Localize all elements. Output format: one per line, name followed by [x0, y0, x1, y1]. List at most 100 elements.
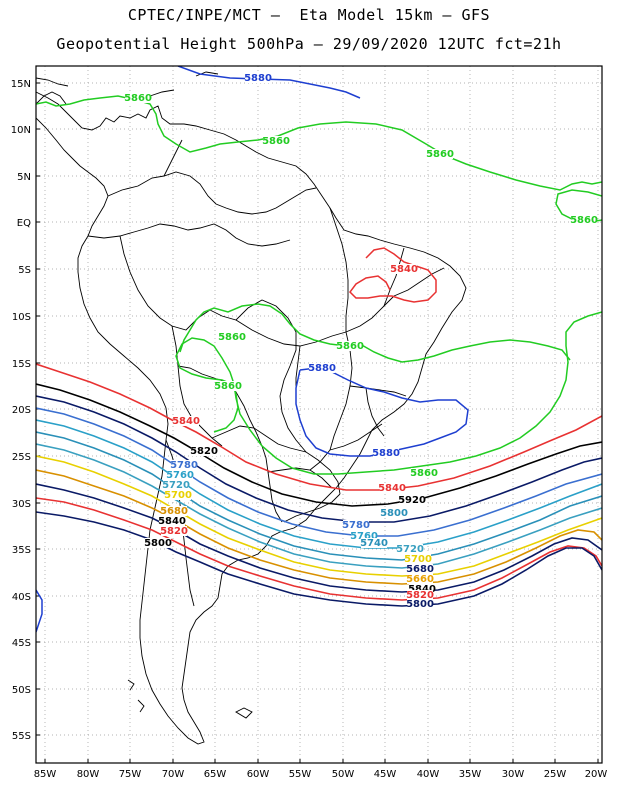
- contour-label: 5840: [378, 483, 406, 494]
- contour-5880-interior: [295, 367, 469, 457]
- lat-label: 15N: [11, 79, 31, 90]
- contour-label: 5720: [162, 480, 190, 491]
- contour-5620-navy: [36, 511, 602, 607]
- lon-label: 60W: [247, 769, 270, 780]
- contour-label-bg: [263, 136, 289, 146]
- lat-label: 15S: [12, 359, 31, 370]
- lon-label: 20W: [585, 769, 608, 780]
- lat-label: EQ: [17, 218, 31, 229]
- contour-5880-top: [177, 66, 361, 99]
- contour-label-bg: [191, 446, 217, 456]
- contour-label: 5860: [262, 136, 290, 147]
- lat-label: 40S: [12, 592, 31, 603]
- contour-label: 5680: [406, 564, 434, 575]
- contour-label-bg: [343, 520, 369, 530]
- lon-label: 35W: [459, 769, 482, 780]
- contour-label-bg: [351, 531, 377, 541]
- contour-label: 5740: [360, 538, 388, 549]
- contour-label-bg: [407, 574, 433, 584]
- lon-label: 25W: [544, 769, 567, 780]
- contour-label: 5860: [214, 381, 242, 392]
- map-frame: [35, 65, 603, 764]
- contour-label: 5760: [350, 531, 378, 542]
- contour-label-bg: [427, 149, 453, 159]
- contour-label: 5840: [172, 416, 200, 427]
- contour-label-bg: [219, 332, 245, 342]
- contour-label: 5860: [426, 149, 454, 160]
- contour-label: 5860: [570, 215, 598, 226]
- contour-5720-teal: [36, 443, 602, 569]
- lon-label: 40W: [417, 769, 440, 780]
- contour-label-bg: [125, 93, 151, 103]
- contour-label: 5860: [410, 468, 438, 479]
- contour-label-bg: [215, 381, 241, 391]
- contour-label: 5800: [144, 538, 172, 549]
- lon-label: 55W: [289, 769, 312, 780]
- contour-label: 5780: [342, 520, 370, 531]
- lat-label: 5N: [17, 172, 31, 183]
- contour-5640-red: [36, 497, 602, 601]
- lat-label: 10N: [11, 125, 31, 136]
- contour-label: 5800: [380, 508, 408, 519]
- lon-label: 80W: [77, 769, 100, 780]
- contour-label-bg: [411, 468, 437, 478]
- lon-label: 45W: [374, 769, 397, 780]
- contour-label: 5780: [170, 460, 198, 471]
- contour-label: 5880: [308, 363, 336, 374]
- contour-label-bg: [163, 480, 189, 490]
- contour-label-bg: [399, 495, 425, 505]
- graticule: [36, 66, 602, 763]
- contour-5840-ne-brazil: [349, 247, 437, 303]
- contour-label: 5880: [244, 73, 272, 84]
- contour-label: 5680: [160, 506, 188, 517]
- contour-5860-north: [36, 95, 602, 191]
- contour-label: 5880: [372, 448, 400, 459]
- lon-label: 65W: [204, 769, 227, 780]
- contour-5740-teal: [36, 431, 602, 561]
- lat-label: 50S: [12, 685, 31, 696]
- contour-label: 5840: [390, 264, 418, 275]
- lat-label: 20S: [12, 405, 31, 416]
- contour-label: 5820: [160, 526, 188, 537]
- lon-label: 75W: [119, 769, 142, 780]
- contour-label: 5860: [124, 93, 152, 104]
- contour-5780-blue: [36, 407, 602, 537]
- contour-label: 5860: [218, 332, 246, 343]
- contour-label: 5700: [164, 490, 192, 501]
- contour-label-bg: [145, 538, 171, 548]
- contour-label-bg: [171, 460, 197, 470]
- lat-label: 5S: [18, 265, 31, 276]
- contour-label: 5860: [336, 341, 364, 352]
- contour-label-bg: [161, 506, 187, 516]
- contour-5700-yellow: [36, 455, 602, 577]
- chart-title: CPTEC/INPE/MCT – Eta Model 15km – GFS: [127, 6, 491, 24]
- contour-label-bg: [245, 73, 271, 83]
- contour-label-bg: [161, 526, 187, 536]
- contour-label-bg: [337, 341, 363, 351]
- contour-label: 5840: [408, 584, 436, 595]
- contour-label-bg: [159, 516, 185, 526]
- contour-label: 5660: [406, 574, 434, 585]
- contour-label: 5920: [398, 495, 426, 506]
- contour-label-bg: [405, 554, 431, 564]
- latitude-labels: 15N 10N 5N EQ 5S 10S 15S 20S 25S 30S 35S 40S 45S 50S 5…: [11, 79, 31, 742]
- lon-label: 70W: [162, 769, 185, 780]
- lon-label: 50W: [332, 769, 355, 780]
- lat-label: 25S: [12, 452, 31, 463]
- contour-5920-black: [36, 383, 602, 507]
- lat-label: 30S: [12, 499, 31, 510]
- contour-label-bg: [407, 564, 433, 574]
- longitude-labels: 85W 80W 75W 70W 65W 60W 55W 50W 45W 40W 35W 30W 25W 2…: [34, 769, 608, 780]
- contour-label-bg: [373, 448, 399, 458]
- contour-label: 5720: [396, 544, 424, 555]
- contour-label: 5760: [166, 470, 194, 481]
- contour-label-bg: [571, 215, 597, 225]
- contour-5800-navy: [36, 395, 602, 523]
- lat-label: 55S: [12, 731, 31, 742]
- contour-label-bg: [361, 538, 387, 548]
- contour-5840-red: [36, 363, 602, 491]
- contour-label-bg: [309, 363, 335, 373]
- contour-5680-orange: [36, 469, 602, 585]
- contour-label-bg: [381, 508, 407, 518]
